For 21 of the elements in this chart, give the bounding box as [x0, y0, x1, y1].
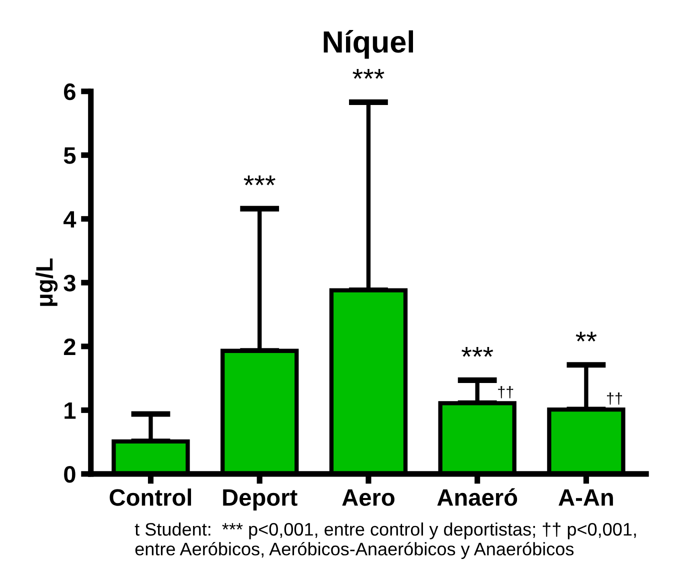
x-tick-label: Anaeró [437, 488, 518, 506]
x-tick-label: Control [110, 488, 192, 506]
y-tick-label: 1 [64, 402, 76, 419]
y-tick-label: 2 [64, 338, 76, 355]
annotation: ** [576, 332, 597, 342]
annotation: *** [352, 68, 384, 79]
annotation: †† [607, 392, 622, 405]
chart-title: Níquel [324, 30, 413, 59]
x-tick-label: Aero [342, 489, 394, 506]
y-tick-label: 4 [64, 211, 76, 228]
y-tick-label: 3 [64, 274, 76, 292]
y-tick-label: 6 [64, 83, 76, 100]
annotation: †† [498, 386, 514, 398]
y-tick-label: 5 [64, 147, 76, 164]
x-tick-label: Deport [223, 489, 298, 511]
annotation: *** [462, 346, 494, 357]
y-axis-title: μg/L [35, 258, 58, 306]
y-tick-label: 0 [64, 466, 76, 483]
x-tick-label: A-An [558, 489, 613, 506]
text: t Student: *** p<0,001, entre control y deportistas; †† p<0,001, entre Aeróbicos, Aeróbicos-Anaeróbicos y Anaeróbicos [134, 522, 636, 559]
annotation: *** [244, 175, 276, 186]
